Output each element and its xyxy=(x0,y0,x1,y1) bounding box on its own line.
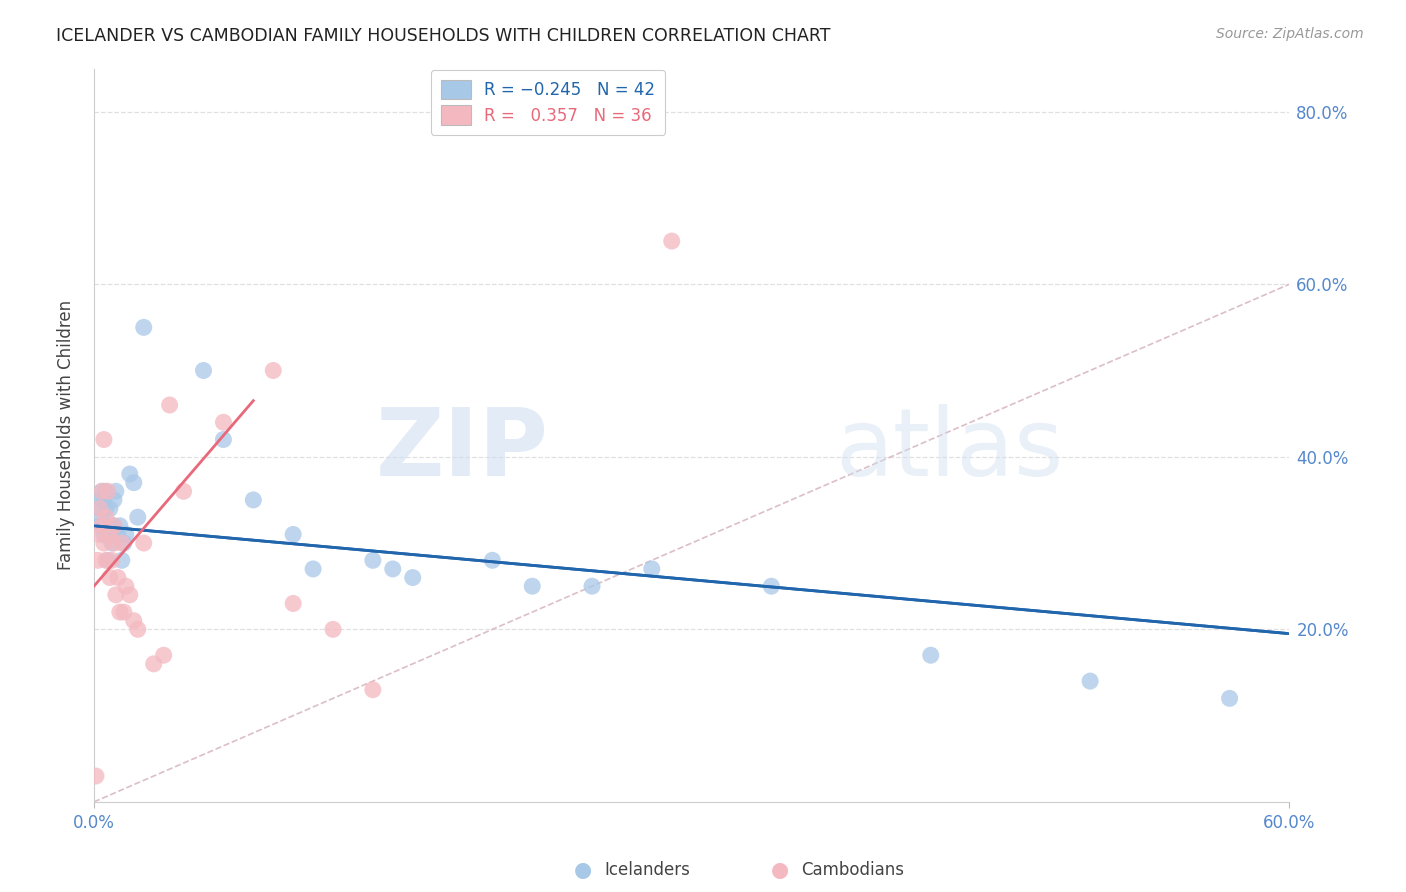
Text: ICELANDER VS CAMBODIAN FAMILY HOUSEHOLDS WITH CHILDREN CORRELATION CHART: ICELANDER VS CAMBODIAN FAMILY HOUSEHOLDS… xyxy=(56,27,831,45)
Point xyxy=(581,579,603,593)
Text: ●: ● xyxy=(772,860,789,880)
Point xyxy=(283,597,305,611)
Point xyxy=(104,588,127,602)
Point xyxy=(142,657,165,671)
Point xyxy=(103,536,125,550)
Legend: R = −0.245   N = 42, R =   0.357   N = 36: R = −0.245 N = 42, R = 0.357 N = 36 xyxy=(432,70,665,135)
Point xyxy=(212,415,235,429)
Text: ZIP: ZIP xyxy=(375,404,548,496)
Point xyxy=(89,527,111,541)
Point xyxy=(98,527,121,541)
Point xyxy=(94,553,117,567)
Point xyxy=(90,484,112,499)
Point xyxy=(381,562,404,576)
Point xyxy=(114,527,136,541)
Point xyxy=(107,527,129,541)
Point xyxy=(94,510,117,524)
Point xyxy=(111,553,134,567)
Point xyxy=(361,682,384,697)
Point xyxy=(101,536,124,550)
Point xyxy=(107,571,129,585)
Point xyxy=(641,562,664,576)
Point xyxy=(920,648,942,663)
Point xyxy=(87,492,110,507)
Point xyxy=(193,363,215,377)
Point xyxy=(89,518,111,533)
Point xyxy=(152,648,174,663)
Point xyxy=(1219,691,1241,706)
Point xyxy=(97,518,120,533)
Point xyxy=(1078,674,1101,689)
Point xyxy=(87,553,110,567)
Point xyxy=(159,398,181,412)
Point xyxy=(97,553,120,567)
Point xyxy=(90,510,112,524)
Point xyxy=(103,518,125,533)
Point xyxy=(302,562,325,576)
Point xyxy=(212,433,235,447)
Point xyxy=(93,536,115,550)
Text: atlas: atlas xyxy=(835,404,1063,496)
Text: Source: ZipAtlas.com: Source: ZipAtlas.com xyxy=(1216,27,1364,41)
Point xyxy=(104,484,127,499)
Point xyxy=(132,536,155,550)
Point xyxy=(93,433,115,447)
Point xyxy=(173,484,195,499)
Point xyxy=(127,510,149,524)
Point xyxy=(242,492,264,507)
Point xyxy=(761,579,783,593)
Point xyxy=(101,553,124,567)
Point xyxy=(122,475,145,490)
Point xyxy=(90,484,112,499)
Point xyxy=(402,571,425,585)
Point xyxy=(84,769,107,783)
Text: Icelanders: Icelanders xyxy=(605,861,690,879)
Point xyxy=(112,605,135,619)
Point xyxy=(98,571,121,585)
Y-axis label: Family Households with Children: Family Households with Children xyxy=(58,300,75,570)
Point xyxy=(118,588,141,602)
Point xyxy=(132,320,155,334)
Point xyxy=(94,501,117,516)
Point xyxy=(262,363,284,377)
Point xyxy=(361,553,384,567)
Point xyxy=(522,579,544,593)
Point xyxy=(112,536,135,550)
Point xyxy=(283,527,305,541)
Point xyxy=(481,553,503,567)
Point xyxy=(103,518,125,533)
Point xyxy=(114,579,136,593)
Point xyxy=(103,492,125,507)
Point xyxy=(118,467,141,481)
Point xyxy=(93,492,115,507)
Text: Cambodians: Cambodians xyxy=(801,861,904,879)
Point xyxy=(89,501,111,516)
Point xyxy=(111,536,134,550)
Point xyxy=(97,484,120,499)
Point xyxy=(122,614,145,628)
Point xyxy=(93,527,115,541)
Point xyxy=(89,501,111,516)
Point xyxy=(108,605,131,619)
Point xyxy=(90,518,112,533)
Point xyxy=(661,234,683,248)
Point xyxy=(94,484,117,499)
Text: ●: ● xyxy=(575,860,592,880)
Point xyxy=(98,501,121,516)
Point xyxy=(98,527,121,541)
Point xyxy=(322,623,344,637)
Point xyxy=(108,518,131,533)
Point xyxy=(127,623,149,637)
